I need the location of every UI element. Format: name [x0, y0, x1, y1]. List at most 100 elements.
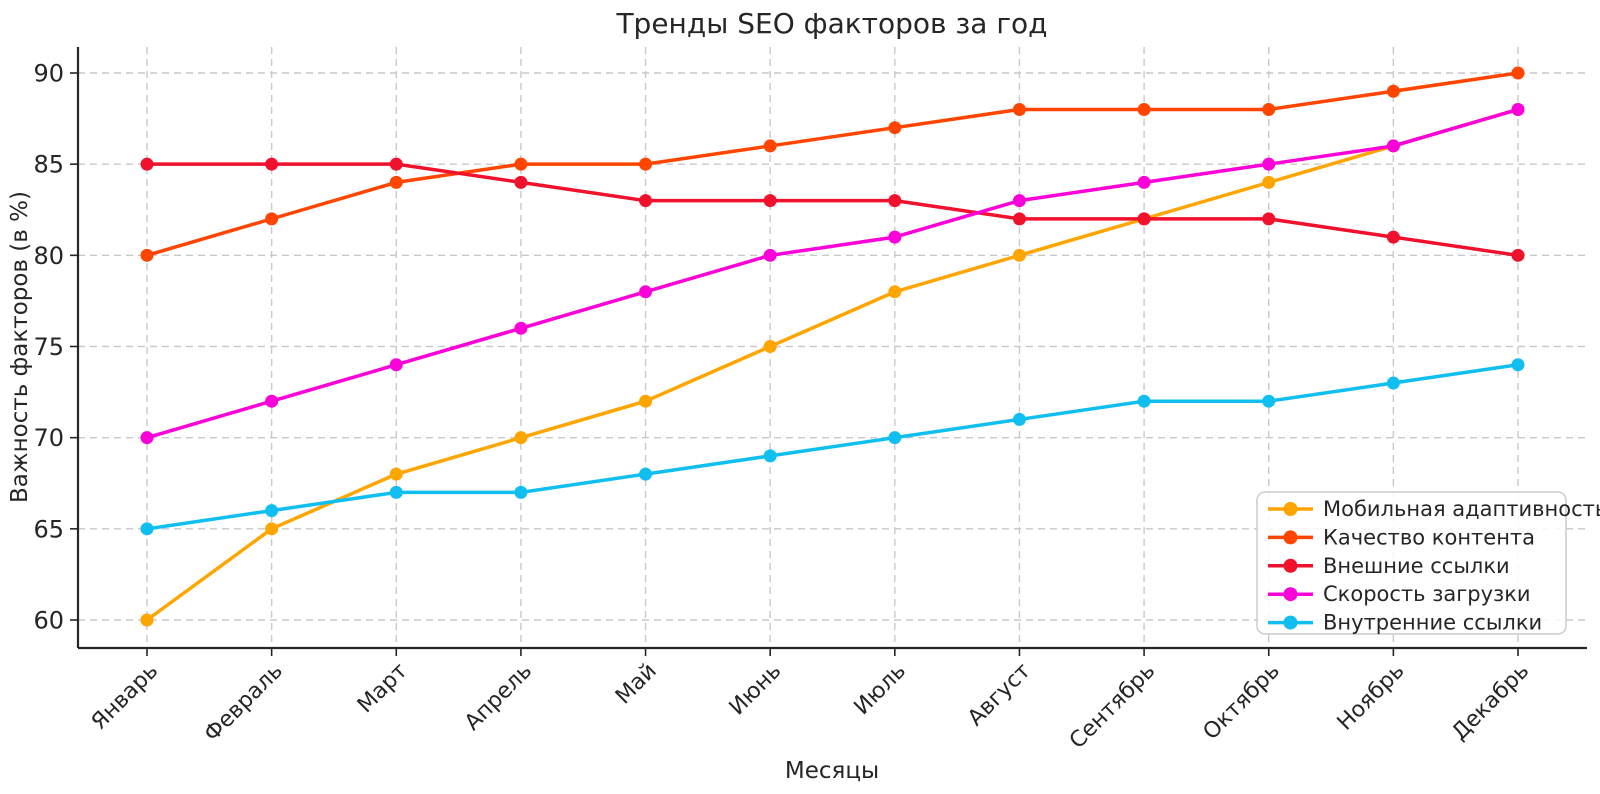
data-point	[389, 157, 403, 171]
legend-label: Скорость загрузки	[1323, 582, 1531, 606]
data-point	[888, 121, 902, 135]
data-point	[1386, 376, 1400, 390]
series-3	[140, 157, 1525, 262]
legend-item: Скорость загрузки	[1268, 582, 1531, 606]
chart-title: Тренды SEO факторов за год	[615, 7, 1047, 40]
data-point	[389, 485, 403, 499]
y-axis-title: Важность факторов (в %)	[7, 191, 33, 503]
x-axis-title: Месяцы	[785, 758, 879, 784]
x-tick-label: Ноябрь	[1333, 659, 1410, 736]
series-line	[145, 362, 1520, 531]
data-point	[1137, 102, 1151, 116]
x-tick-label: Август	[963, 658, 1036, 731]
legend-marker-icon	[1283, 530, 1298, 545]
data-point	[389, 358, 403, 372]
series-2	[140, 66, 1525, 262]
data-point	[1262, 157, 1276, 171]
data-point	[1262, 175, 1276, 189]
legend-item: Внутренние ссылки	[1268, 611, 1542, 635]
data-point	[763, 139, 777, 153]
data-point	[763, 449, 777, 463]
y-tick-label: 90	[33, 60, 64, 88]
data-point	[514, 175, 528, 189]
data-point	[1262, 102, 1276, 116]
data-point	[888, 285, 902, 299]
data-point	[140, 431, 154, 445]
x-tick-label: Январь	[87, 659, 163, 735]
data-point	[639, 467, 653, 481]
series-line	[145, 71, 1520, 258]
series-layer	[140, 66, 1525, 627]
data-point	[1511, 358, 1525, 372]
data-point	[265, 394, 279, 408]
data-point	[888, 230, 902, 244]
data-point	[1012, 102, 1026, 116]
x-tick-label: Март	[353, 658, 413, 718]
legend-label: Мобильная адаптивность	[1323, 497, 1600, 521]
data-point	[265, 157, 279, 171]
series-5	[140, 358, 1525, 536]
x-tick-label: Май	[611, 659, 662, 710]
data-point	[763, 194, 777, 208]
legend-label: Качество контента	[1323, 525, 1535, 549]
legend-box	[1256, 491, 1567, 635]
x-tick-label: Сентябрь	[1065, 659, 1160, 754]
series-line	[145, 107, 1520, 440]
legend-label: Внутренние ссылки	[1323, 611, 1542, 635]
series-4	[140, 102, 1525, 445]
data-point	[140, 613, 154, 627]
series-line	[145, 162, 1520, 258]
data-point	[639, 157, 653, 171]
legend-marker-icon	[1283, 558, 1298, 573]
data-point	[1262, 212, 1276, 226]
data-point	[389, 175, 403, 189]
data-point	[514, 157, 528, 171]
data-point	[514, 485, 528, 499]
data-point	[1386, 84, 1400, 98]
data-point	[389, 467, 403, 481]
data-point	[265, 212, 279, 226]
data-point	[265, 522, 279, 536]
data-point	[1012, 212, 1026, 226]
legend: Мобильная адаптивность Качество контента В…	[1256, 491, 1600, 635]
data-point	[1012, 412, 1026, 426]
grid-layer	[78, 47, 1587, 648]
data-point	[514, 321, 528, 335]
x-tick-label: Апрель	[460, 659, 537, 736]
x-tick-label: Февраль	[200, 659, 288, 747]
data-point	[888, 194, 902, 208]
data-point	[514, 431, 528, 445]
x-tick-label: Июнь	[725, 659, 787, 721]
y-tick-label: 75	[33, 333, 64, 361]
data-point	[265, 504, 279, 518]
y-tick-label: 70	[33, 424, 64, 452]
data-point	[1511, 66, 1525, 80]
legend-marker-icon	[1283, 615, 1298, 630]
legend-marker-icon	[1283, 502, 1298, 516]
legend-item: Внешние ссылки	[1268, 554, 1510, 578]
x-tick-label: Октябрь	[1199, 659, 1285, 745]
data-point	[639, 394, 653, 408]
data-point	[1012, 248, 1026, 262]
y-tick-label: 80	[33, 242, 64, 270]
data-point	[140, 248, 154, 262]
data-point	[763, 248, 777, 262]
legend-item: Качество контента	[1268, 525, 1535, 549]
legend-label: Внешние ссылки	[1323, 554, 1510, 578]
data-point	[888, 431, 902, 445]
data-point	[639, 194, 653, 208]
legend-item: Мобильная адаптивность	[1268, 497, 1600, 521]
data-point	[1386, 139, 1400, 153]
series-line	[145, 107, 1520, 622]
x-tick-label: Декабрь	[1447, 659, 1534, 746]
y-tick-label: 60	[33, 607, 64, 635]
y-tick-label: 65	[33, 515, 64, 543]
legend-marker-icon	[1283, 587, 1298, 602]
data-point	[639, 285, 653, 299]
data-point	[140, 157, 154, 171]
data-point	[1386, 230, 1400, 244]
x-tick-label: Июль	[850, 659, 912, 721]
data-point	[1511, 102, 1525, 116]
